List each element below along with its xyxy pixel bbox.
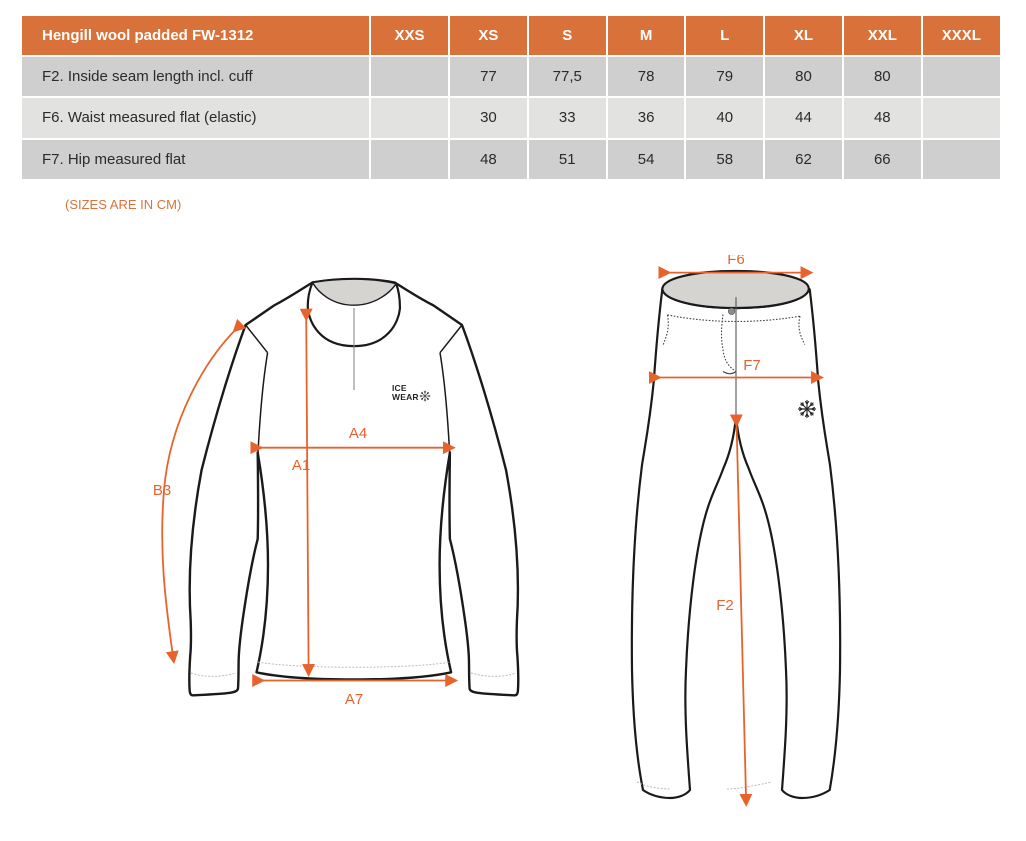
svg-text:F2: F2 (716, 597, 734, 614)
svg-text:A7: A7 (345, 691, 363, 708)
svg-text:F6: F6 (727, 255, 745, 268)
svg-text:B3: B3 (153, 482, 171, 499)
svg-text:A1: A1 (292, 457, 310, 474)
svg-text:F7: F7 (743, 357, 761, 374)
svg-text:A4: A4 (349, 425, 367, 442)
